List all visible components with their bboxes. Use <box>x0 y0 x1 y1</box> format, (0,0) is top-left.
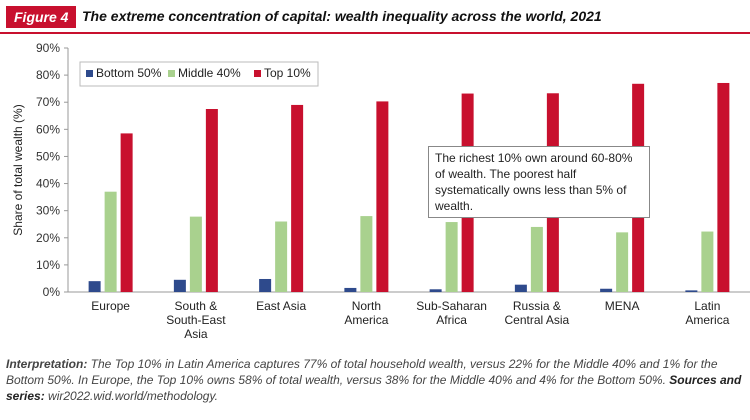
bar-bottom-50 <box>600 288 613 292</box>
category-label: Latin <box>694 299 720 313</box>
bar-middle-40 <box>104 191 117 292</box>
category-label: Europe <box>91 299 130 313</box>
category-label: America <box>685 313 729 327</box>
y-tick-label: 50% <box>36 149 60 163</box>
bar-middle-40 <box>445 222 458 292</box>
bar-middle-40 <box>616 232 629 292</box>
category-label: Central Asia <box>505 313 570 327</box>
legend-entry: Middle 40% <box>178 66 241 80</box>
category-label: North <box>352 299 381 313</box>
footnote: Interpretation: The Top 10% in Latin Ame… <box>6 356 746 404</box>
bar-bottom-50 <box>344 287 357 292</box>
legend-swatch <box>168 70 175 77</box>
legend-entry: Bottom 50% <box>96 66 162 80</box>
legend-swatch <box>86 70 93 77</box>
sources-text: wir2022.wid.world/methodology. <box>44 389 218 403</box>
figure-title: The extreme concentration of capital: we… <box>82 8 602 24</box>
interpretation-text: The Top 10% in Latin America captures 77… <box>6 357 718 387</box>
bar-middle-40 <box>360 216 373 292</box>
legend-entry: Top 10% <box>264 66 311 80</box>
bar-middle-40 <box>189 216 202 292</box>
category-label: Russia & <box>513 299 561 313</box>
category-label: East Asia <box>256 299 306 313</box>
y-tick-label: 0% <box>43 285 61 299</box>
y-tick-label: 90% <box>36 41 60 55</box>
y-axis-label: Share of total wealth (%) <box>11 104 25 235</box>
y-tick-label: 70% <box>36 95 60 109</box>
y-tick-label: 20% <box>36 231 60 245</box>
bar-middle-40 <box>275 221 288 292</box>
bar-top-10 <box>376 101 389 292</box>
bar-middle-40 <box>701 231 714 292</box>
category-label: Asia <box>184 327 208 341</box>
annotation-box: The richest 10% own around 60-80% of wea… <box>428 146 650 218</box>
y-tick-label: 40% <box>36 177 60 191</box>
category-label: South-East <box>166 313 226 327</box>
bar-bottom-50 <box>259 278 272 292</box>
y-tick-label: 10% <box>36 258 60 272</box>
bar-bottom-50 <box>88 281 101 292</box>
bar-bottom-50 <box>429 289 442 292</box>
category-label: Africa <box>436 313 467 327</box>
bar-top-10 <box>291 104 304 292</box>
category-label: South & <box>175 299 218 313</box>
sources-label: Sources and series: <box>6 373 742 403</box>
y-tick-label: 60% <box>36 122 60 136</box>
category-label: MENA <box>605 299 640 313</box>
y-tick-label: 30% <box>36 204 60 218</box>
bar-chart: 0% 10% 20% 30% 40% 50% 60% 70% 80% 90% Share of to… <box>11 41 750 341</box>
bar-middle-40 <box>530 226 543 292</box>
legend-swatch <box>254 70 261 77</box>
title-rule <box>0 32 750 34</box>
category-label: America <box>344 313 388 327</box>
bar-top-10 <box>205 109 218 292</box>
bar-top-10 <box>717 82 730 292</box>
bar-bottom-50 <box>685 290 698 292</box>
figure-label: Figure 4 <box>6 6 77 28</box>
bar-top-10 <box>120 133 133 292</box>
bar-bottom-50 <box>514 284 527 292</box>
category-label: Sub-Saharan <box>416 299 487 313</box>
interpretation-label: Interpretation: <box>6 357 88 371</box>
legend-box <box>79 61 319 87</box>
bar-bottom-50 <box>173 279 186 292</box>
y-tick-label: 80% <box>36 68 60 82</box>
